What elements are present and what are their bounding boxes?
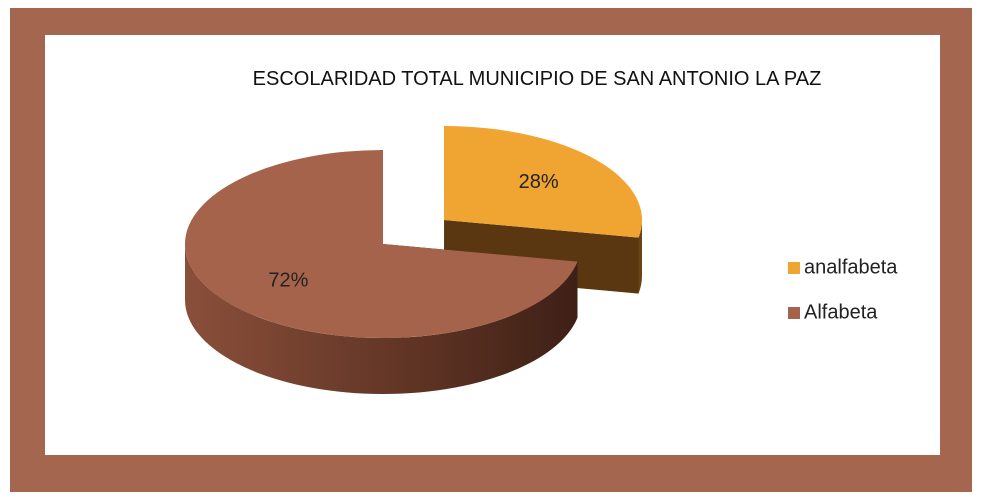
legend-swatch: [788, 307, 800, 319]
pie-slice: [444, 126, 643, 238]
chart-title: ESCOLARIDAD TOTAL MUNICIPIO DE SAN ANTON…: [252, 68, 822, 90]
data-label: 72%: [268, 269, 308, 291]
pie-slice-side: [184, 244, 578, 395]
legend-label: Alfabeta: [804, 301, 878, 323]
pie-slice-side: [638, 220, 642, 294]
pie-slice: [185, 150, 578, 338]
data-label: 28%: [519, 171, 559, 193]
legend-label: analfabeta: [804, 256, 898, 278]
legend-swatch: [788, 262, 800, 274]
